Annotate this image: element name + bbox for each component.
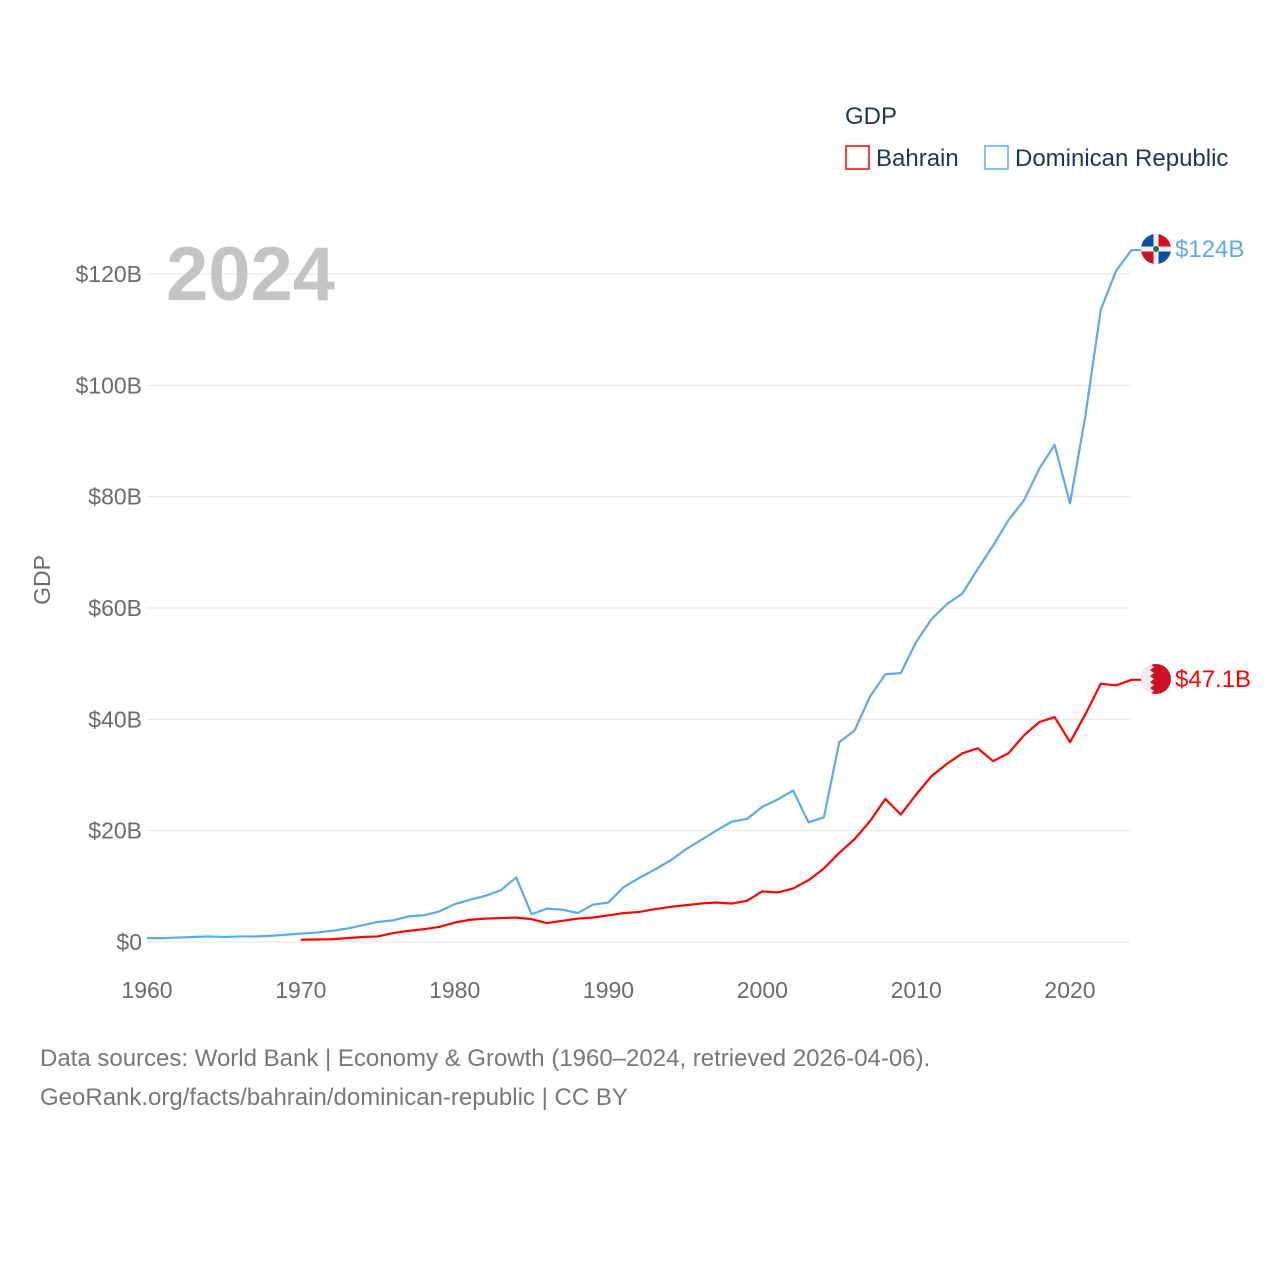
x-tick-label: 2010 <box>891 977 942 1003</box>
x-tick-label: 1990 <box>583 977 634 1003</box>
x-tick-label: 2020 <box>1044 977 1095 1003</box>
y-tick-label: $20B <box>88 818 142 844</box>
year-watermark: 2024 <box>166 232 335 317</box>
y-tick-label: $0 <box>116 929 142 955</box>
y-tick-label: $100B <box>75 372 142 398</box>
x-tick-label: 1960 <box>121 977 172 1003</box>
end-label-bahrain: $47.1B <box>1175 666 1251 693</box>
source-line: Data sources: World Bank | Economy & Gro… <box>40 1045 931 1072</box>
attribution-link[interactable]: GeoRank.org/facts/bahrain/dominican-repu… <box>40 1084 628 1111</box>
y-tick-label: $80B <box>88 484 142 510</box>
x-tick-label: 2000 <box>737 977 788 1003</box>
y-tick-label: $120B <box>75 261 142 287</box>
end-label-dominican-republic: $124B <box>1175 236 1244 263</box>
x-tick-label: 1970 <box>275 977 326 1003</box>
legend-label-bahrain[interactable]: Bahrain <box>876 145 959 172</box>
legend: GDP Bahrain Dominican Republic <box>845 103 1228 172</box>
y-tick-label: $40B <box>88 706 142 732</box>
bahrain-flag-icon <box>1141 664 1171 694</box>
legend-title: GDP <box>845 103 897 130</box>
series-line-bahrain[interactable] <box>300 678 1141 941</box>
y-axis-label: GDP <box>29 555 55 605</box>
y-tick-label: $60B <box>88 595 142 621</box>
x-tick-label: 1980 <box>429 977 480 1003</box>
series-line-dominican-republic[interactable] <box>147 248 1141 940</box>
legend-label-dominican-republic[interactable]: Dominican Republic <box>1015 145 1228 172</box>
dominican-republic-flag-icon <box>1141 234 1171 264</box>
legend-swatch-bahrain[interactable] <box>845 145 870 170</box>
legend-swatch-dominican-republic[interactable] <box>984 145 1009 170</box>
